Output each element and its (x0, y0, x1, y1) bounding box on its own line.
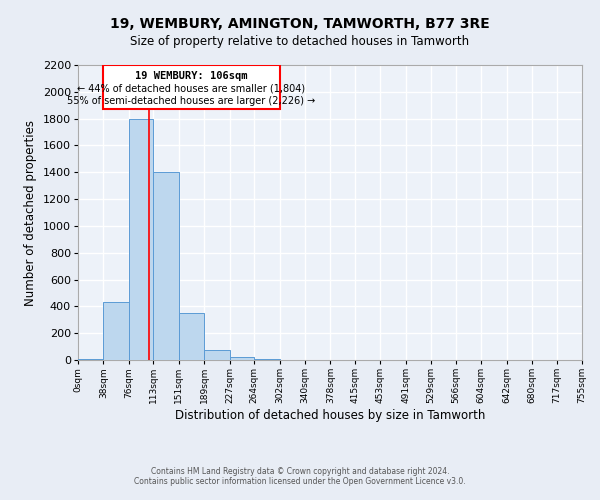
Text: Size of property relative to detached houses in Tamworth: Size of property relative to detached ho… (130, 35, 470, 48)
Bar (204, 350, 230, 360)
Bar (103, 302, 129, 360)
Bar (129, 118, 154, 360)
Text: 55% of semi-detached houses are larger (2,226) →: 55% of semi-detached houses are larger (… (67, 96, 316, 106)
Bar (154, 172, 179, 360)
Bar (179, 313, 204, 360)
X-axis label: Distribution of detached houses by size in Tamworth: Distribution of detached houses by size … (175, 409, 485, 422)
Y-axis label: Number of detached properties: Number of detached properties (24, 120, 37, 306)
Bar (230, 356, 254, 360)
Text: 19 WEMBURY: 106sqm: 19 WEMBURY: 106sqm (135, 70, 248, 81)
Bar (103, 65, 280, 110)
Text: 19, WEMBURY, AMINGTON, TAMWORTH, B77 3RE: 19, WEMBURY, AMINGTON, TAMWORTH, B77 3RE (110, 18, 490, 32)
Bar (78, 358, 103, 360)
Text: Contains HM Land Registry data © Crown copyright and database right 2024.: Contains HM Land Registry data © Crown c… (151, 467, 449, 476)
Text: Contains public sector information licensed under the Open Government Licence v3: Contains public sector information licen… (134, 477, 466, 486)
Text: ← 44% of detached houses are smaller (1,804): ← 44% of detached houses are smaller (1,… (77, 84, 305, 94)
